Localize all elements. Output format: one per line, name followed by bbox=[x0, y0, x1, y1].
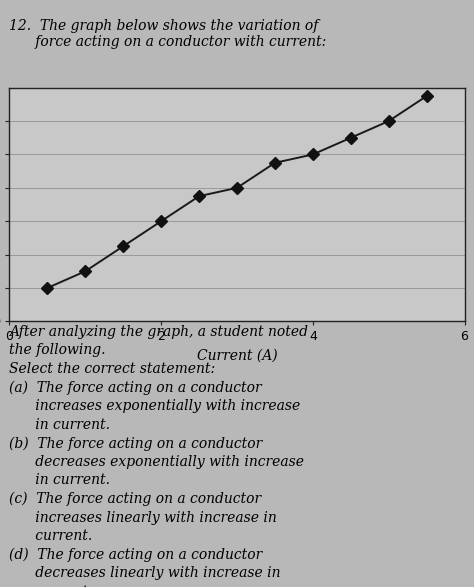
Text: 12.  The graph below shows the variation of
      force acting on a conductor wi: 12. The graph below shows the variation … bbox=[9, 19, 327, 49]
X-axis label: Current (A): Current (A) bbox=[197, 349, 277, 363]
Text: After analyzing the graph, a student noted
the following.
Select the correct sta: After analyzing the graph, a student not… bbox=[9, 325, 309, 587]
